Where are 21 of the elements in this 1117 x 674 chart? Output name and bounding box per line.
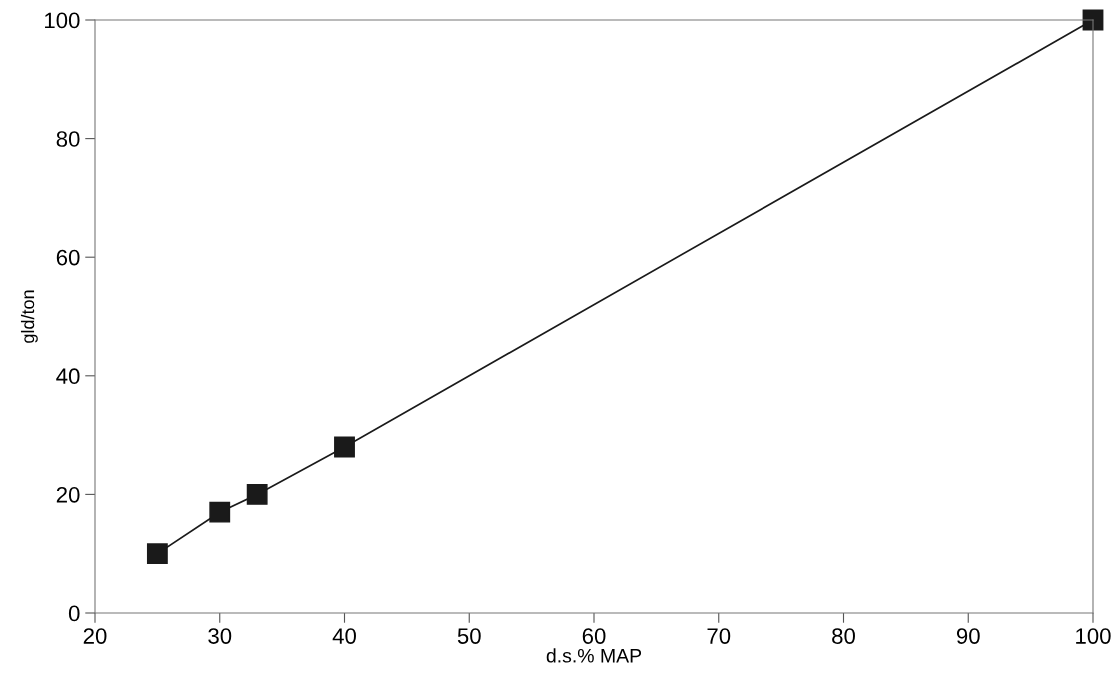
y-tick-label: 60 [56,249,80,266]
x-tick-label: 50 [457,628,481,644]
x-tick-label: 90 [956,628,980,644]
y-tick-label: 40 [56,368,80,385]
y-tick-label: 80 [56,131,80,147]
y-axis-title: gld/ton [20,290,38,343]
y-tick-label: 20 [56,486,80,503]
y-tick-label: 100 [45,12,80,29]
point [146,543,168,565]
y-tick-label: 0 [68,605,80,622]
x-tick-label: 60 [582,628,606,644]
x-axis-title: d.s.% MAP [546,648,642,663]
point [209,501,231,523]
x-tick-label: 40 [332,628,356,644]
x-tick-label: 80 [832,628,855,644]
x-tick-label: 30 [208,628,232,644]
x-tick-label: 20 [83,628,107,644]
point [334,436,355,458]
x-tick-label: 100 [1076,628,1111,644]
x-tick-label: 70 [707,628,731,644]
point [246,483,268,505]
